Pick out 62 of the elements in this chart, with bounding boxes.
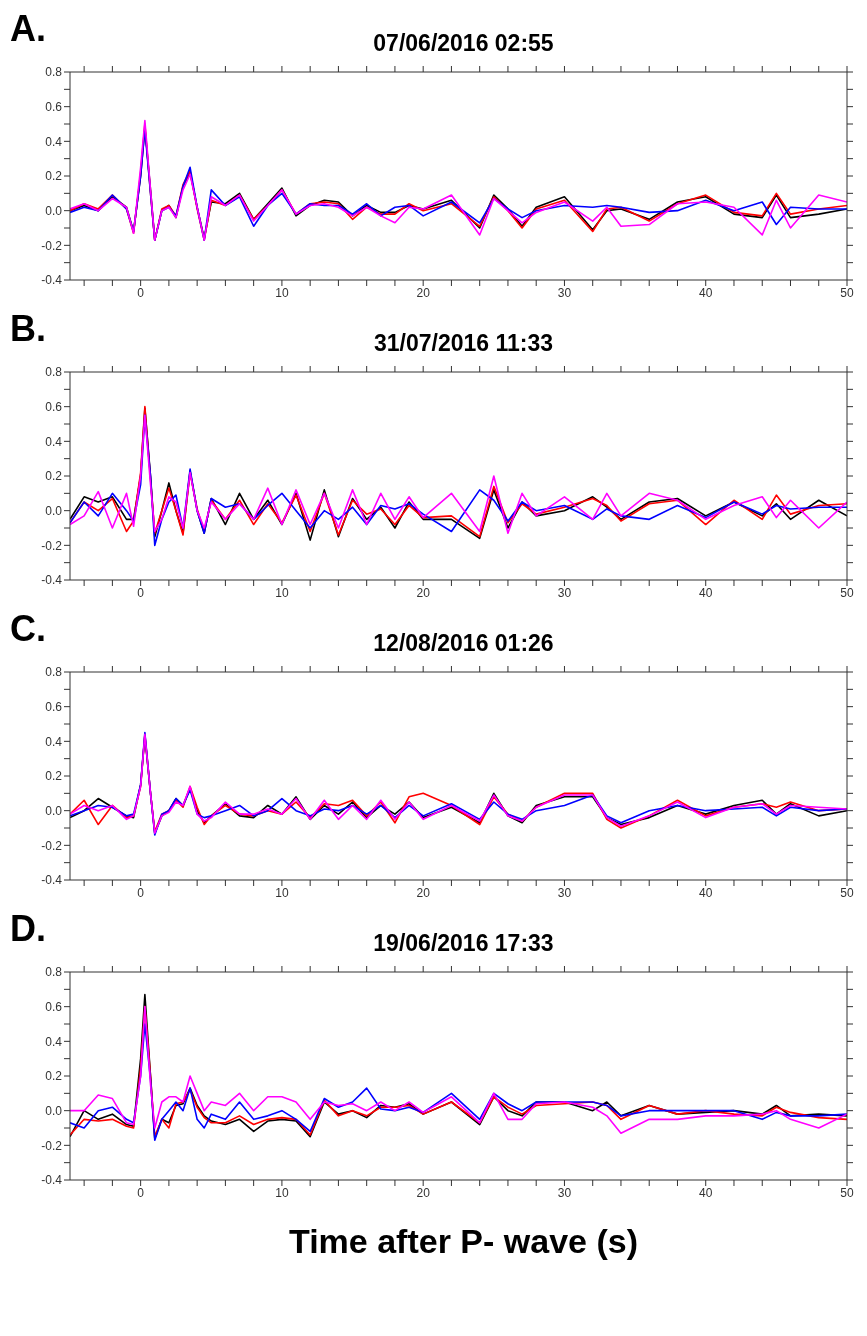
x-tick-label: 40 — [699, 585, 713, 600]
line-series — [70, 1023, 847, 1141]
y-tick-label: 0.0 — [45, 503, 63, 518]
x-tick-label: 50 — [840, 285, 854, 300]
x-tick-label: 30 — [557, 285, 572, 300]
y-tick-label: 0.6 — [45, 999, 63, 1014]
x-tick-label: 40 — [699, 1185, 713, 1200]
y-tick-label: 0.8 — [45, 665, 63, 680]
x-axis-title: Time after P- wave (s) — [288, 1222, 639, 1261]
y-tick-label: 0.4 — [45, 434, 63, 449]
x-tick-label: 40 — [699, 285, 713, 300]
text: C. — [10, 608, 46, 650]
x-tick-label: 40 — [699, 885, 713, 900]
y-tick-label: -0.4 — [41, 273, 63, 288]
x-tick-label: 10 — [275, 585, 289, 600]
y-tick-label: -0.2 — [41, 238, 63, 253]
y-tick-label: 0.4 — [45, 1034, 63, 1049]
y-tick-label: -0.4 — [41, 873, 63, 888]
x-tick-label: 30 — [557, 885, 572, 900]
y-tick-label: 0.2 — [45, 169, 63, 184]
text: B. — [10, 308, 46, 350]
x-tick-label: 50 — [840, 585, 854, 600]
chart-title: 31/07/2016 11:33 — [372, 330, 555, 357]
chart-title: 07/06/2016 02:55 — [372, 30, 555, 57]
x-tick-label: 0 — [137, 285, 145, 300]
y-tick-label: 0.6 — [45, 399, 63, 414]
x-tick-label: 30 — [557, 1185, 572, 1200]
y-tick-label: 0.8 — [45, 65, 63, 80]
text: D. — [10, 908, 46, 950]
y-tick-label: 0.0 — [45, 803, 63, 818]
y-tick-label: 0.2 — [45, 1069, 63, 1084]
x-tick-label: 20 — [416, 885, 431, 900]
x-tick-label: 10 — [275, 1185, 289, 1200]
chart-title: 19/06/2016 17:33 — [372, 930, 555, 957]
x-tick-label: 0 — [137, 585, 145, 600]
y-tick-label: 0.8 — [45, 365, 63, 380]
y-tick-label: 0.0 — [45, 203, 63, 218]
y-tick-label: 0.2 — [45, 469, 63, 484]
y-tick-label: 0.8 — [45, 965, 63, 980]
y-tick-label: -0.2 — [41, 838, 63, 853]
text: A. — [10, 8, 46, 50]
x-tick-label: 20 — [416, 585, 431, 600]
y-tick-label: 0.4 — [45, 134, 63, 149]
x-tick-label: 30 — [557, 585, 572, 600]
x-tick-label: 0 — [137, 885, 145, 900]
chart-title: 12/08/2016 01:26 — [372, 630, 555, 657]
x-tick-label: 20 — [416, 1185, 431, 1200]
x-tick-label: 50 — [840, 885, 854, 900]
y-tick-label: -0.4 — [41, 573, 63, 588]
y-tick-label: 0.2 — [45, 769, 63, 784]
y-tick-label: 0.0 — [45, 1103, 63, 1118]
y-tick-label: -0.2 — [41, 538, 63, 553]
x-tick-label: 10 — [275, 885, 289, 900]
x-tick-label: 0 — [137, 1185, 145, 1200]
y-tick-label: 0.6 — [45, 99, 63, 114]
y-tick-label: 0.4 — [45, 734, 63, 749]
y-tick-label: 0.6 — [45, 699, 63, 714]
y-tick-label: -0.4 — [41, 1173, 63, 1188]
x-tick-label: 10 — [275, 285, 289, 300]
y-tick-label: -0.2 — [41, 1138, 63, 1153]
x-tick-label: 50 — [840, 1185, 854, 1200]
x-tick-label: 20 — [416, 285, 431, 300]
